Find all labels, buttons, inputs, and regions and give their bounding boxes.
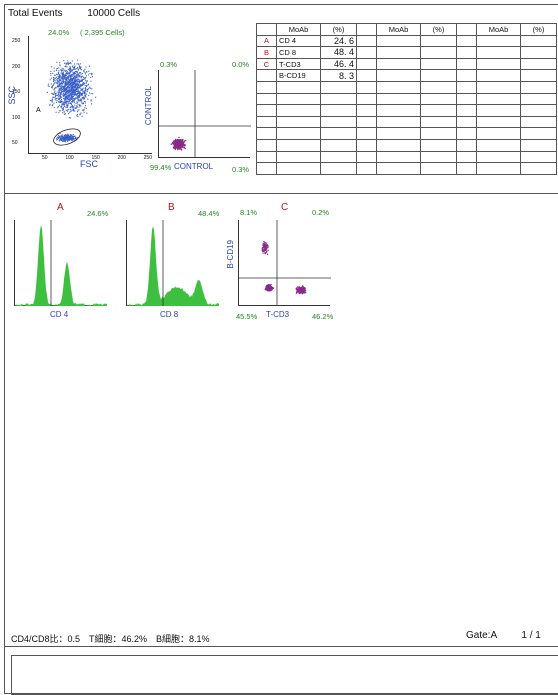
- control-q-ul: 0.3%: [160, 60, 178, 69]
- ssc-tick: 100: [12, 114, 21, 121]
- gate-cells: ( 2,395 Cells): [80, 28, 125, 37]
- ssc-tick-labels: 250 200 150 100 50: [12, 38, 20, 146]
- row-moab: CD 4: [276, 34, 321, 48]
- table-header: [356, 23, 377, 36]
- gate-label: Gate:A: [466, 630, 497, 641]
- row-tag: [256, 69, 277, 82]
- fsc-ssc-scatter-plot: [28, 36, 152, 154]
- ssc-tick: 150: [12, 89, 21, 95]
- table-header: (%): [520, 23, 557, 36]
- control-q-lr: 0.3%: [232, 165, 250, 174]
- row-tag: A: [256, 34, 277, 48]
- table-row: [256, 115, 557, 129]
- quad-c-plot: [238, 220, 331, 306]
- hist-a-title: A: [57, 202, 64, 213]
- hist-a-bars: [15, 220, 107, 306]
- quad-c-ylabel: B-CD19: [226, 240, 235, 269]
- table-header: MoAb: [276, 23, 321, 36]
- table-header-row: MoAb (%) MoAb (%) MoAb (%): [256, 23, 557, 36]
- quad-c-title: C: [281, 202, 289, 213]
- fsc-tick: 250: [143, 155, 152, 161]
- fsc-tick: 150: [91, 155, 100, 161]
- table-row: [256, 92, 557, 106]
- table-row: [256, 104, 557, 117]
- row-pct: 24. 6: [320, 34, 357, 48]
- hist-a-plot: [14, 220, 107, 306]
- summary-text: CD4/CD8比：0.5 T細胞：46.2% B細胞：8.1%: [11, 634, 210, 644]
- fsc-tick: 100: [65, 155, 74, 161]
- table-row: [256, 80, 557, 94]
- gate-pct: 24.0%: [48, 28, 70, 37]
- footer-divider: [4, 646, 558, 647]
- table-header: (%): [320, 23, 357, 36]
- hist-a-xlabel: CD 4: [50, 310, 69, 319]
- row-tag: C: [256, 57, 277, 71]
- page-indicator: 1 / 1: [521, 630, 541, 641]
- table-row: [256, 150, 557, 164]
- row-pct: 8. 3: [320, 69, 357, 82]
- table-header: [456, 23, 477, 36]
- hist-b-title: B: [168, 202, 175, 213]
- fsc-axis-label: FSC: [80, 159, 98, 169]
- control-dots: [159, 70, 251, 158]
- gate-a-label: A: [36, 107, 41, 114]
- ssc-tick: 250: [12, 38, 21, 44]
- fsc-tick-labels: 50 100 150 200 250: [42, 155, 152, 161]
- table-header: MoAb: [476, 23, 521, 36]
- control-q-ur: 0.0%: [232, 60, 250, 69]
- table-row: B-CD19 8. 3: [256, 69, 557, 82]
- comment-box: [11, 655, 558, 695]
- section-divider: [4, 193, 558, 194]
- table-row: [256, 162, 557, 175]
- control-quadrant-plot: [158, 70, 251, 158]
- row-moab: CD 8: [276, 46, 321, 59]
- quad-c-q-ur: 0.2%: [312, 208, 330, 217]
- quad-c-q-lr: 46.2%: [312, 312, 334, 321]
- hist-b-plot: [126, 220, 219, 306]
- quad-c-q-ul: 8.1%: [240, 208, 258, 217]
- table-row: A CD 4 24. 6: [256, 34, 557, 48]
- table-header: [256, 23, 277, 36]
- table-row: C T-CD3 46. 4: [256, 57, 557, 71]
- row-tag: B: [256, 46, 277, 59]
- table-header: MoAb: [376, 23, 421, 36]
- scatter-dots: [46, 59, 97, 146]
- table-row: [256, 138, 557, 152]
- control-x-label: CONTROL: [174, 162, 214, 171]
- control-q-ll: 99.4%: [150, 163, 172, 172]
- table-row: [256, 127, 557, 140]
- control-y-label: CONTROL: [144, 86, 153, 126]
- hist-b-pct: 48.4%: [198, 209, 220, 218]
- fsc-tick: 50: [42, 155, 48, 161]
- hist-b-xlabel: CD 8: [160, 310, 179, 319]
- row-moab: T-CD3: [276, 57, 321, 71]
- fsc-tick: 200: [117, 155, 126, 161]
- ssc-tick: 200: [12, 63, 21, 70]
- row-pct: 46. 4: [320, 57, 357, 71]
- moab-table: MoAb (%) MoAb (%) MoAb (%) A CD 4 24. 6 …: [256, 23, 557, 175]
- table-row: B CD 8 48. 4: [256, 46, 557, 59]
- total-events-label: Total Events: [8, 8, 63, 19]
- hist-b-bars: [127, 220, 219, 306]
- gate-info: Gate:A 1 / 1: [466, 630, 541, 641]
- table-header: (%): [420, 23, 457, 36]
- total-events-value: 10000 Cells: [87, 8, 141, 19]
- ssc-tick: 50: [12, 140, 18, 146]
- quad-c-q-ll: 45.5%: [236, 312, 258, 321]
- row-pct: 48. 4: [320, 46, 357, 59]
- report-header: Total Events 10000 Cells: [8, 8, 162, 19]
- quad-c-dots: [239, 220, 331, 306]
- row-moab: B-CD19: [276, 69, 321, 82]
- quad-c-xlabel: T-CD3: [266, 310, 290, 319]
- hist-a-pct: 24.6%: [87, 209, 109, 218]
